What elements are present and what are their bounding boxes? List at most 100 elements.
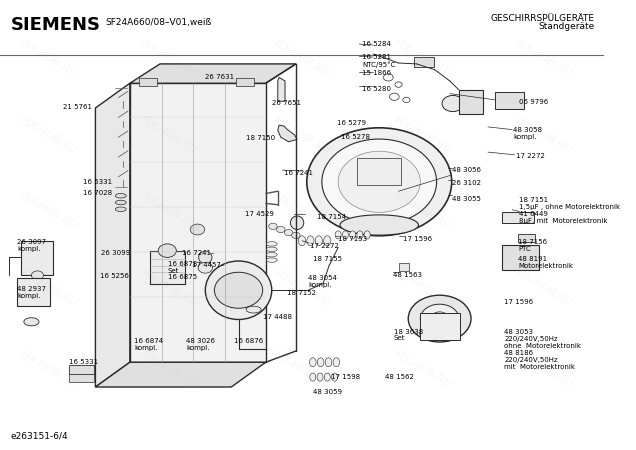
Text: FIX-HUB.RU: FIX-HUB.RU: [392, 268, 453, 308]
Bar: [459, 90, 483, 114]
Text: 16 6874
kompl.: 16 6874 kompl.: [134, 338, 163, 351]
Circle shape: [431, 312, 448, 325]
Text: 17 4529: 17 4529: [245, 212, 273, 217]
Circle shape: [269, 223, 277, 230]
Text: FIX-HUB.RU: FIX-HUB.RU: [513, 349, 574, 389]
Ellipse shape: [317, 358, 324, 367]
Bar: [357, 158, 401, 184]
Text: 16 5281
NTC/95°C: 16 5281 NTC/95°C: [363, 54, 396, 68]
Text: 16 6875: 16 6875: [168, 274, 197, 279]
Text: 16 6876: 16 6876: [234, 338, 263, 344]
Text: FIX-HUB.RU: FIX-HUB.RU: [139, 349, 199, 389]
Text: FIX-HUB.RU: FIX-HUB.RU: [392, 115, 453, 155]
Text: 26 3102: 26 3102: [452, 180, 481, 186]
Text: FIX-HUB.RU: FIX-HUB.RU: [139, 191, 199, 232]
Ellipse shape: [115, 200, 126, 205]
Bar: [149, 251, 185, 284]
Text: FIX-HUB.RU: FIX-HUB.RU: [272, 191, 332, 232]
Bar: [420, 313, 460, 340]
Text: 16 5284: 16 5284: [363, 41, 391, 47]
Text: 48 3026
kompl.: 48 3026 kompl.: [186, 338, 215, 351]
Text: 48 3059: 48 3059: [313, 389, 342, 395]
Text: 16 5279: 16 5279: [337, 120, 366, 126]
Text: 16 7241–: 16 7241–: [183, 250, 215, 256]
Text: 16 5331: 16 5331: [83, 179, 113, 185]
Ellipse shape: [246, 306, 261, 313]
Bar: [414, 57, 434, 67]
Bar: [502, 245, 539, 270]
Ellipse shape: [350, 231, 356, 239]
Ellipse shape: [317, 373, 323, 381]
Text: FIX-HUB.RU: FIX-HUB.RU: [513, 191, 574, 232]
Text: 26 7631: 26 7631: [205, 74, 235, 80]
Text: 17 1596: 17 1596: [403, 236, 432, 242]
Circle shape: [408, 295, 471, 342]
Text: 26 7651: 26 7651: [272, 100, 301, 106]
Text: 16 5280: 16 5280: [363, 86, 391, 92]
Bar: [130, 83, 266, 362]
Circle shape: [277, 226, 285, 233]
Circle shape: [214, 272, 263, 308]
Ellipse shape: [342, 231, 349, 239]
Ellipse shape: [310, 358, 316, 367]
Text: 48 3058
kompl.: 48 3058 kompl.: [513, 127, 543, 140]
Text: FIX-HUB.RU: FIX-HUB.RU: [272, 115, 332, 155]
Text: 18 7152: 18 7152: [287, 290, 316, 296]
Bar: [21, 241, 53, 274]
Ellipse shape: [357, 231, 363, 239]
Circle shape: [420, 304, 459, 333]
Text: 48 1563: 48 1563: [392, 272, 422, 278]
Circle shape: [442, 95, 464, 112]
Bar: [399, 263, 410, 271]
Text: FIX-HUB.RU: FIX-HUB.RU: [139, 38, 199, 79]
Text: 17 1598: 17 1598: [331, 374, 360, 380]
Text: FIX-HUB.RU: FIX-HUB.RU: [18, 349, 78, 389]
Text: 21 5761: 21 5761: [64, 104, 92, 110]
Text: FIX-HUB.RU: FIX-HUB.RU: [392, 349, 453, 389]
Text: 17 1596: 17 1596: [504, 299, 534, 305]
Text: 26 3097
kompl.: 26 3097 kompl.: [17, 239, 46, 252]
Circle shape: [322, 139, 436, 225]
Ellipse shape: [310, 373, 316, 381]
Bar: [17, 278, 50, 306]
Text: FIX-HUB.RU: FIX-HUB.RU: [392, 191, 453, 232]
Text: 48 2937
kompl.: 48 2937 kompl.: [17, 286, 46, 299]
Text: SIEMENS: SIEMENS: [11, 16, 101, 34]
Text: FIX-HUB.RU: FIX-HUB.RU: [18, 191, 78, 232]
Ellipse shape: [24, 318, 39, 326]
Ellipse shape: [205, 261, 272, 320]
Text: 16 5256: 16 5256: [100, 273, 128, 279]
Ellipse shape: [340, 215, 418, 235]
Ellipse shape: [266, 242, 277, 246]
Bar: [518, 234, 535, 242]
Ellipse shape: [420, 328, 459, 339]
Text: SF24A660/08–V01,weiß: SF24A660/08–V01,weiß: [106, 18, 212, 27]
Circle shape: [307, 128, 452, 236]
Ellipse shape: [298, 236, 305, 246]
Text: 48 3056: 48 3056: [452, 167, 481, 173]
Text: 17 4488: 17 4488: [263, 314, 292, 320]
Bar: [139, 78, 157, 86]
Bar: [235, 78, 254, 86]
Ellipse shape: [335, 231, 341, 239]
Text: 17 2272: 17 2272: [310, 243, 338, 249]
Text: 48 3053
220/240V,50Hz
ohne  Motorelektronik
48 8186
220/240V,50Hz
mit  Motorelek: 48 3053 220/240V,50Hz ohne Motorelektron…: [504, 329, 581, 370]
Text: FIX-HUB.RU: FIX-HUB.RU: [18, 268, 78, 308]
Polygon shape: [95, 83, 130, 387]
Ellipse shape: [307, 236, 314, 246]
Text: 48 3055: 48 3055: [452, 196, 481, 202]
Ellipse shape: [198, 251, 212, 264]
Text: FIX-HUB.RU: FIX-HUB.RU: [392, 38, 453, 79]
Polygon shape: [278, 125, 297, 142]
Text: 26 3099: 26 3099: [102, 250, 130, 256]
Ellipse shape: [325, 358, 332, 367]
Text: FIX-HUB.RU: FIX-HUB.RU: [272, 268, 332, 308]
Circle shape: [190, 224, 205, 235]
Text: e263151-6/4: e263151-6/4: [11, 431, 69, 440]
Bar: [495, 92, 524, 109]
Bar: [502, 212, 534, 223]
Ellipse shape: [315, 236, 322, 246]
Text: 15 1866: 15 1866: [363, 70, 391, 76]
Text: 17 4457–: 17 4457–: [192, 262, 225, 268]
Ellipse shape: [331, 373, 338, 381]
